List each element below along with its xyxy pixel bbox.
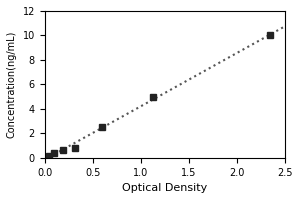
X-axis label: Optical Density: Optical Density [122,183,208,193]
Y-axis label: Concentration(ng/mL): Concentration(ng/mL) [7,31,17,138]
